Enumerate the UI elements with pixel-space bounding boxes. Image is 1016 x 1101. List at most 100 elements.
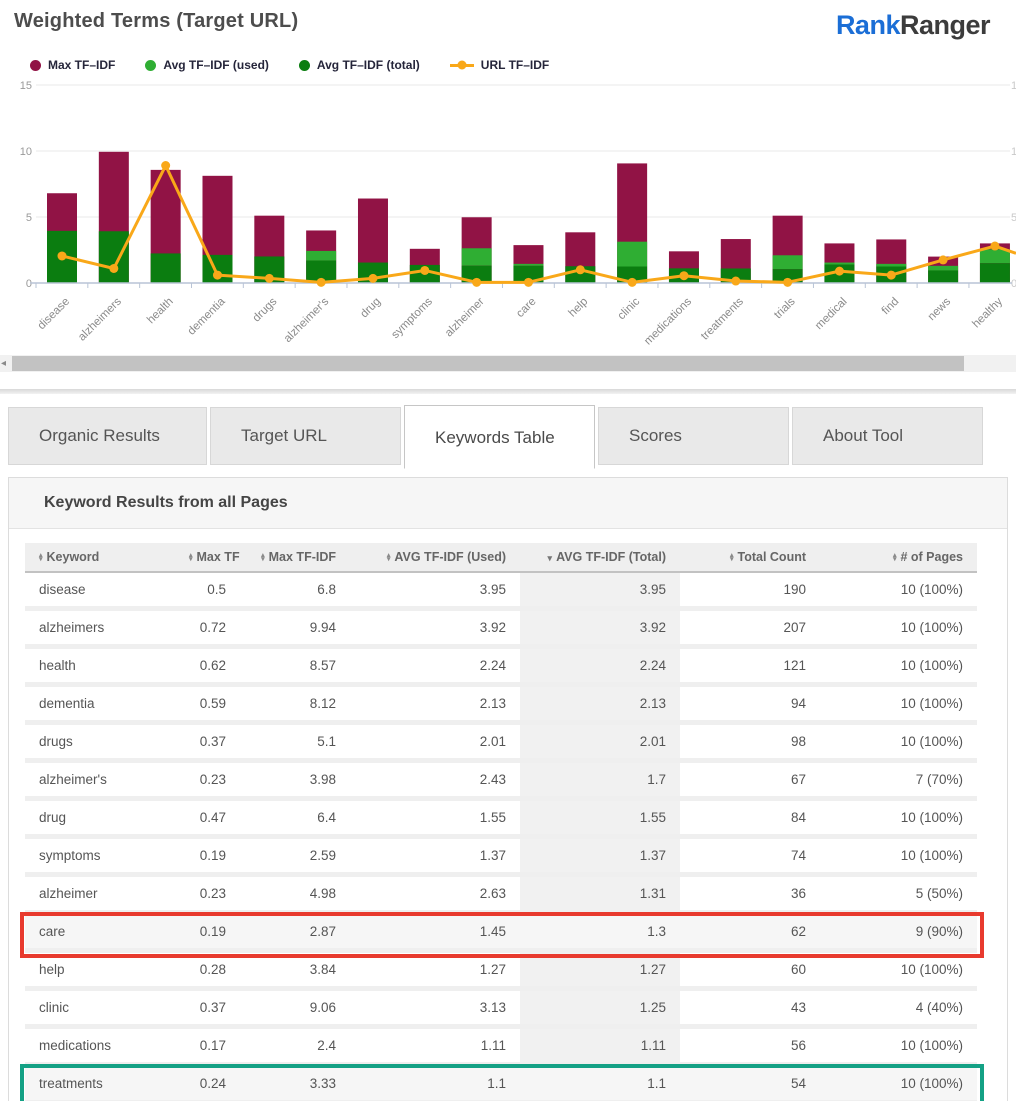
value-cell: 9.06 bbox=[240, 991, 350, 1029]
value-cell: 5 (50%) bbox=[820, 877, 977, 915]
bar-trials[interactable] bbox=[772, 215, 803, 283]
keyword-cell: care bbox=[25, 915, 175, 953]
keyword-results-panel: Keyword Results from all Pages Keyword Ma… bbox=[8, 477, 1008, 1101]
value-cell: 10 (100%) bbox=[820, 839, 977, 877]
line-point-disease[interactable] bbox=[57, 251, 67, 261]
line-point-alzheimers[interactable] bbox=[109, 263, 119, 273]
tab-scores[interactable]: Scores bbox=[598, 407, 789, 465]
value-cell: 36 bbox=[680, 877, 820, 915]
scrollbar-thumb[interactable] bbox=[12, 356, 964, 371]
column-header-keyword[interactable]: Keyword bbox=[25, 543, 175, 573]
sort-desc-icon bbox=[548, 553, 553, 564]
line-point-care[interactable] bbox=[523, 277, 533, 287]
keyword-cell: alzheimer's bbox=[25, 763, 175, 801]
value-cell: 2.59 bbox=[240, 839, 350, 877]
legend-label: Max TF–IDF bbox=[48, 58, 116, 72]
value-cell: 43 bbox=[680, 991, 820, 1029]
value-cell: 10 (100%) bbox=[820, 573, 977, 611]
line-point-healthy[interactable] bbox=[990, 241, 1000, 251]
line-point-news[interactable] bbox=[938, 255, 948, 265]
column-header-total-count[interactable]: Total Count bbox=[680, 543, 820, 573]
x-label-clinic: clinic bbox=[616, 295, 643, 322]
legend-item-3[interactable]: URL TF–IDF bbox=[449, 58, 549, 72]
value-cell: 0.28 bbox=[175, 953, 240, 991]
value-cell: 10 (100%) bbox=[820, 1029, 977, 1067]
legend-item-1[interactable]: Avg TF–IDF (used) bbox=[145, 58, 269, 72]
bar-treatments[interactable] bbox=[720, 239, 751, 283]
bar-help[interactable] bbox=[565, 232, 596, 283]
value-cell: 84 bbox=[680, 801, 820, 839]
bar-symptoms[interactable] bbox=[409, 248, 440, 283]
line-point-treatments[interactable] bbox=[731, 276, 741, 286]
column-header-max-tf-idf[interactable]: Max TF-IDF bbox=[240, 543, 350, 573]
line-point-drugs[interactable] bbox=[264, 273, 274, 283]
line-point-trials[interactable] bbox=[783, 277, 793, 287]
x-label-drugs: drugs bbox=[251, 295, 280, 324]
legend-item-2[interactable]: Avg TF–IDF (total) bbox=[298, 58, 420, 72]
table-row-disease: disease 0.5 6.8 3.95 3.95 190 10 (100%) bbox=[25, 573, 977, 611]
table-row-symptoms: symptoms 0.19 2.59 1.37 1.37 74 10 (100%) bbox=[25, 839, 977, 877]
value-cell: 190 bbox=[680, 573, 820, 611]
keyword-cell: clinic bbox=[25, 991, 175, 1029]
line-point-dementia[interactable] bbox=[212, 270, 222, 280]
value-cell: 3.33 bbox=[240, 1067, 350, 1101]
line-point-alzheimer[interactable] bbox=[472, 277, 482, 287]
value-cell: 4 (40%) bbox=[820, 991, 977, 1029]
bar-disease[interactable] bbox=[47, 193, 77, 283]
rankranger-logo: RankRanger bbox=[836, 10, 991, 40]
x-label-help: help bbox=[567, 296, 591, 320]
value-cell: 1.37 bbox=[350, 839, 520, 877]
value-cell: 10 (100%) bbox=[820, 801, 977, 839]
keyword-cell: disease bbox=[25, 573, 175, 611]
column-header-max-tf[interactable]: Max TF bbox=[175, 543, 240, 573]
line-point-medications[interactable] bbox=[679, 271, 689, 281]
scroll-left-arrow-icon[interactable]: ◂ bbox=[1, 358, 7, 369]
line-point-alzheimer's[interactable] bbox=[316, 277, 326, 287]
legend-item-0[interactable]: Max TF–IDF bbox=[30, 58, 115, 72]
column-header--of-pages[interactable]: # of Pages bbox=[820, 543, 977, 573]
column-header-avg-tf-idf-used-[interactable]: AVG TF-IDF (Used) bbox=[350, 543, 520, 573]
tab-target-url[interactable]: Target URL bbox=[210, 407, 401, 465]
bar-alzheimer's[interactable] bbox=[306, 230, 337, 283]
line-point-medical[interactable] bbox=[834, 266, 844, 276]
line-point-find[interactable] bbox=[886, 270, 896, 280]
column-label: Keyword bbox=[46, 550, 100, 564]
line-point-health[interactable] bbox=[161, 161, 171, 171]
table-row-drug: drug 0.47 6.4 1.55 1.55 84 10 (100%) bbox=[25, 801, 977, 839]
bar-alzheimer[interactable] bbox=[461, 217, 492, 283]
value-cell: 0.23 bbox=[175, 877, 240, 915]
bar-care[interactable] bbox=[513, 245, 544, 283]
bar-medical[interactable] bbox=[824, 243, 855, 283]
bar-alzheimers[interactable] bbox=[98, 151, 129, 283]
bar-clinic[interactable] bbox=[617, 163, 648, 283]
bar-health[interactable] bbox=[150, 169, 181, 283]
bar-drugs[interactable] bbox=[254, 215, 285, 283]
line-point-drug[interactable] bbox=[368, 273, 378, 283]
value-cell: 2.87 bbox=[240, 915, 350, 953]
value-cell: 9.94 bbox=[240, 611, 350, 649]
legend-circle-icon bbox=[30, 59, 41, 71]
bar-drug[interactable] bbox=[357, 198, 388, 283]
column-header-avg-tf-idf-total-[interactable]: AVG TF-IDF (Total) bbox=[520, 543, 680, 573]
keyword-cell: health bbox=[25, 649, 175, 687]
x-label-find: find bbox=[880, 296, 902, 318]
svg-text:10: 10 bbox=[1011, 146, 1016, 158]
table-row-alzheimers: alzheimers 0.72 9.94 3.92 3.92 207 10 (100%) bbox=[25, 611, 977, 649]
table-row-drugs: drugs 0.37 5.1 2.01 2.01 98 10 (100%) bbox=[25, 725, 977, 763]
keyword-cell: alzheimers bbox=[25, 611, 175, 649]
tab-about-tool[interactable]: About Tool bbox=[792, 407, 983, 465]
bar-dementia[interactable] bbox=[202, 175, 233, 283]
value-cell: 4.98 bbox=[240, 877, 350, 915]
tab-organic-results[interactable]: Organic Results bbox=[8, 407, 207, 465]
line-point-symptoms[interactable] bbox=[420, 265, 430, 275]
x-label-alzheimers: alzheimers bbox=[76, 295, 124, 343]
x-label-care: care bbox=[514, 296, 538, 320]
tab-keywords-table[interactable]: Keywords Table bbox=[404, 405, 595, 469]
chart-horizontal-scrollbar[interactable]: ◂ bbox=[0, 355, 1016, 372]
line-point-help[interactable] bbox=[575, 265, 585, 275]
value-cell: 74 bbox=[680, 839, 820, 877]
value-cell: 1.31 bbox=[520, 877, 680, 915]
column-label: # of Pages bbox=[900, 550, 963, 564]
line-point-clinic[interactable] bbox=[627, 277, 637, 287]
